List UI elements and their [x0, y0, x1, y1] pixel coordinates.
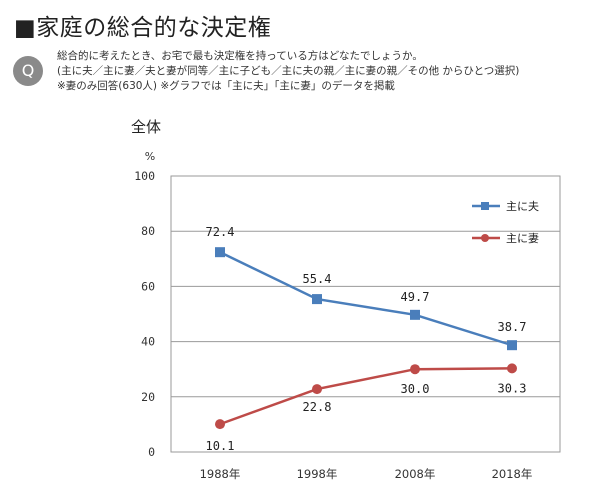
y-tick-label: 60	[141, 279, 155, 293]
grid	[171, 230, 560, 398]
question-badge: Q	[13, 56, 43, 86]
y-axis-ticks: 0 20 40 60 80 100	[134, 169, 155, 459]
x-tick-label: 2008年	[395, 467, 436, 481]
legend-marker	[481, 234, 489, 242]
series-layer: 72.4 55.4 49.7 38.7 10.1 22.8 30.0 30.3	[206, 225, 527, 453]
legend-item: 主に夫	[472, 200, 539, 213]
x-tick-label: 1988年	[200, 467, 241, 481]
series-1: 10.1 22.8 30.0 30.3	[206, 363, 527, 453]
data-label: 22.8	[303, 400, 332, 414]
data-point	[312, 384, 322, 395]
data-point	[215, 247, 225, 258]
y-tick-label: 20	[141, 390, 155, 404]
legend-label: 主に妻	[506, 232, 539, 245]
data-label: 55.4	[303, 272, 332, 286]
data-point	[215, 419, 225, 430]
data-label: 38.7	[498, 320, 527, 334]
x-tick-label: 2018年	[492, 467, 533, 481]
data-point	[410, 309, 420, 320]
data-label: 72.4	[206, 225, 235, 239]
x-tick-label: 1998年	[297, 467, 338, 481]
y-tick-label: 40	[141, 335, 155, 349]
page-title: ■家庭の総合的な決定権	[14, 15, 272, 41]
series-line	[219, 367, 513, 426]
data-point	[312, 294, 322, 305]
y-tick-label: 80	[141, 224, 155, 238]
data-label: 30.0	[401, 382, 430, 396]
data-point	[507, 363, 517, 374]
y-tick-label: 0	[148, 445, 155, 459]
y-axis-unit: %	[145, 150, 155, 163]
question-line: 総合的に考えたとき、お宅で最も決定権を持っている方はどなたでしょうか。	[57, 50, 423, 62]
chart-title: 全体	[131, 118, 161, 136]
data-point	[507, 340, 517, 351]
data-label: 10.1	[206, 439, 235, 453]
plot-frame	[170, 175, 561, 453]
legend-marker	[481, 202, 489, 210]
data-label: 30.3	[498, 381, 527, 395]
question-note-line: ※妻のみ回答(630人) ※グラフでは「主に夫」「主に妻」のデータを掲載	[57, 80, 395, 92]
question-options-line: (主に夫／主に妻／夫と妻が同等／主に子ども／主に夫の親／主に妻の親／その他 から…	[57, 65, 520, 77]
series-line	[219, 251, 513, 347]
series-0: 72.4 55.4 49.7 38.7	[206, 225, 527, 351]
data-point	[410, 364, 420, 375]
question-text: 総合的に考えたとき、お宅で最も決定権を持っている方はどなたでしょうか。 (主に夫…	[57, 49, 519, 94]
y-tick-label: 100	[134, 169, 155, 183]
legend-item: 主に妻	[472, 232, 539, 245]
data-label: 49.7	[401, 290, 430, 304]
legend-label: 主に夫	[506, 200, 539, 213]
x-axis-ticks: 1988年 1998年 2008年 2018年	[200, 467, 533, 481]
